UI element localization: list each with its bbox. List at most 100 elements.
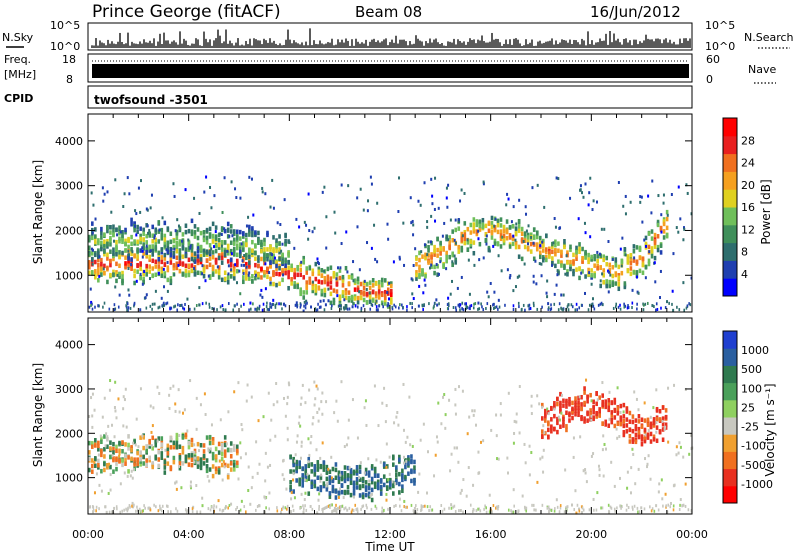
velocity-echo-cell: [300, 492, 303, 496]
power-echo-cell: [257, 240, 260, 246]
power-echo-cell: [250, 177, 253, 181]
velocity-echo-cell: [235, 460, 239, 466]
freq-strip: [87, 53, 693, 83]
velocity-echo-cell: [139, 450, 142, 455]
velocity-echo-cell: [619, 403, 623, 409]
velocity-echo-cell: [449, 469, 452, 473]
power-echo-cell: [362, 208, 365, 212]
power-echo-cell: [584, 251, 587, 257]
velocity-echo-cell: [622, 410, 625, 414]
power-echo-cell: [300, 260, 303, 264]
velocity-echo-cell: [434, 453, 437, 457]
velocity-echo-cell: [625, 429, 629, 434]
power-echo-cell: [271, 253, 274, 257]
velocity-echo-cell: [257, 419, 260, 423]
power-echo-cell: [608, 279, 612, 285]
velocity-echo-cell: [571, 400, 574, 406]
power-echo-cell: [424, 273, 427, 279]
power-echo-cell: [558, 302, 561, 306]
velocity-echo-cell: [266, 465, 269, 469]
power-echo-cell: [142, 279, 145, 285]
power-echo-cell: [398, 306, 400, 310]
power-echo-cell: [650, 253, 654, 259]
velocity-echo-cell: [483, 507, 485, 511]
velocity-echo-cell: [653, 509, 656, 513]
power-echo-cell: [478, 307, 481, 311]
power-echo-cell: [211, 239, 215, 244]
velocity-echo-cell: [488, 493, 491, 497]
velocity-echo-cell: [181, 450, 185, 455]
power-echo-cell: [329, 300, 333, 306]
power-echo-cell: [184, 188, 187, 192]
power-echo-cell: [261, 308, 264, 312]
power-echo-cell: [353, 296, 357, 301]
velocity-echo-cell: [416, 507, 419, 511]
velocity-echo-cell: [343, 465, 347, 470]
velocity-echo-cell: [118, 448, 121, 454]
power-echo-cell: [115, 244, 118, 249]
power-echo-cell: [133, 273, 136, 279]
power-echo-cell: [177, 303, 179, 307]
velocity-echo-cell: [229, 447, 233, 453]
velocity-echo-cell: [211, 505, 213, 509]
power-echo-cell: [508, 276, 511, 280]
velocity-echo-cell: [299, 506, 301, 510]
velocity-echo-cell: [272, 403, 275, 407]
power-echo-cell: [457, 226, 461, 231]
power-echo-cell: [490, 235, 494, 240]
velocity-echo-cell: [193, 451, 197, 457]
power-echo-cell: [626, 268, 630, 274]
power-echo-cell: [430, 214, 433, 218]
power-echo-cell: [254, 270, 257, 276]
power-echo-cell: [502, 233, 506, 239]
power-echo-cell: [314, 284, 318, 289]
power-echo-cell: [599, 283, 602, 289]
power-echo-cell: [166, 246, 170, 251]
power-echo-cell: [94, 269, 97, 274]
power-echo-cell: [236, 302, 238, 306]
power-echo-cell: [184, 229, 188, 235]
power-echo-cell: [202, 249, 206, 254]
velocity-echo-cell: [361, 494, 365, 500]
power-echo-cell: [424, 283, 427, 287]
velocity-echo-cell: [361, 505, 364, 509]
power-echo-cell: [380, 277, 384, 283]
power-echo-cell: [448, 254, 451, 260]
power-echo-cell: [542, 243, 545, 249]
velocity-echo-cell: [122, 407, 125, 411]
power-echo-cell: [371, 278, 375, 283]
power-echo-cell: [671, 302, 673, 306]
velocity-echo-cell: [208, 479, 211, 483]
velocity-echo-cell: [477, 507, 479, 511]
power-echo-cell: [520, 238, 524, 243]
power-echo-cell: [148, 233, 151, 238]
power-echo-cell: [434, 176, 437, 180]
velocity-echo-cell: [577, 395, 580, 401]
power-echo-cell: [617, 264, 621, 270]
power-echo-cell: [109, 242, 112, 247]
power-echo-cell: [584, 255, 587, 260]
power-echo-cell: [475, 222, 479, 228]
velocity-echo-cell: [322, 481, 326, 486]
velocity-echo-cell: [496, 505, 498, 509]
velocity-echo-cell: [175, 441, 179, 446]
velocity-echo-cell: [349, 492, 353, 498]
velocity-echo-cell: [444, 426, 447, 430]
power-echo-cell: [647, 231, 651, 236]
power-echo-cell: [205, 264, 209, 270]
power-echo-cell: [130, 251, 133, 257]
power-echo-cell: [635, 270, 639, 275]
velocity-echo-cell: [289, 484, 292, 490]
velocity-echo-cell: [315, 384, 318, 388]
velocity-echo-cell: [220, 456, 224, 462]
velocity-echo-cell: [276, 400, 279, 404]
power-echo-cell: [118, 225, 121, 230]
power-echo-cell: [88, 238, 91, 243]
power-echo-cell: [157, 250, 161, 256]
power-echo-cell: [163, 285, 166, 289]
velocity-echo-cell: [510, 509, 512, 513]
velocity-echo-cell: [631, 439, 635, 444]
velocity-echo-cell: [661, 427, 665, 432]
velocity-echo-cell: [403, 505, 406, 509]
power-echo-cell: [336, 294, 339, 298]
